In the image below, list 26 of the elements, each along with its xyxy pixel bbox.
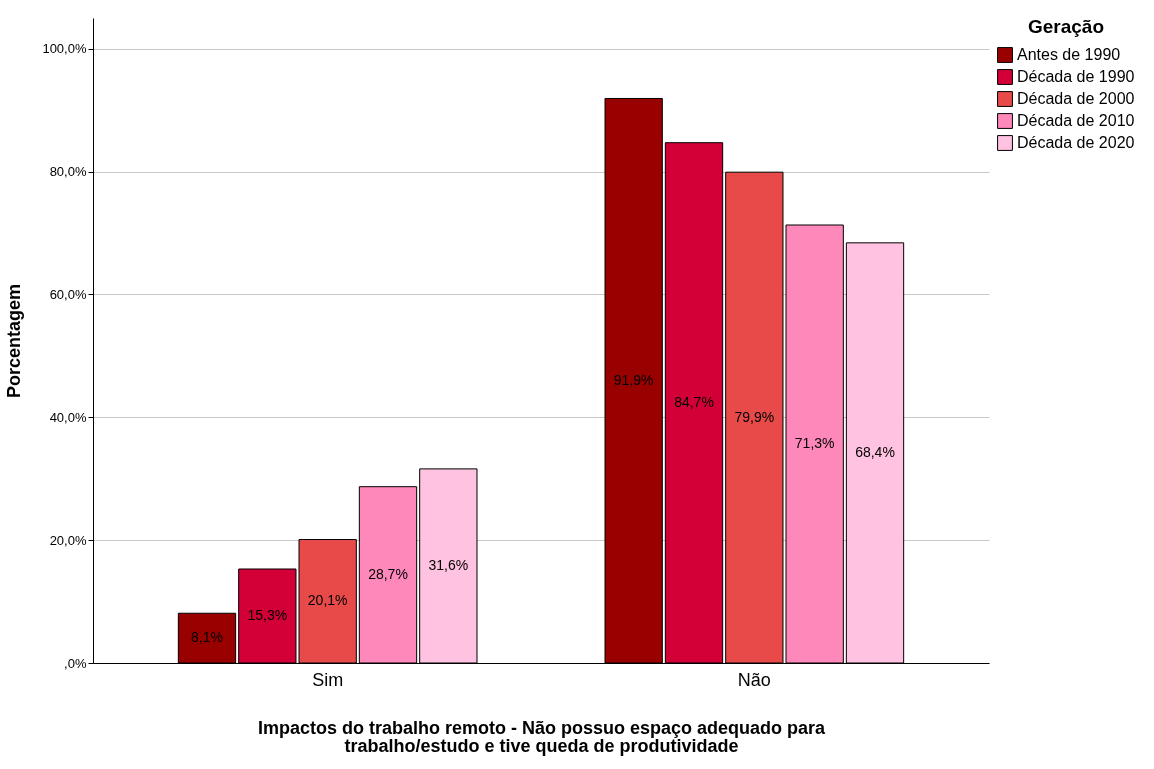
legend-title: Geração [1027,16,1105,37]
y-axis-title: Porcentagem [4,283,25,399]
x-tick-label: Sim [312,669,344,690]
data-label: 20,1% [307,592,348,609]
data-label: 71,3% [794,435,835,452]
y-tick-label: 80,0% [49,164,87,180]
legend-label: Década de 2020 [1017,134,1135,151]
data-label: 15,3% [247,607,288,624]
y-tick-label: ,0% [64,655,87,671]
legend-label: Década de 2010 [1017,112,1135,129]
data-label: 8,1% [191,629,223,646]
y-tick-label: 100,0% [42,41,87,57]
data-label: 68,4% [855,443,895,460]
data-label: 31,6% [428,556,469,573]
data-label: 79,9% [734,408,775,425]
legend-label: Década de 1990 [1017,68,1135,85]
data-label: 91,9% [613,371,654,388]
x-tick-label: Não [737,669,771,690]
legend-label: Antes de 1990 [1017,46,1121,63]
y-tick-label: 40,0% [49,409,87,425]
data-label: 84,7% [674,393,714,410]
y-tick-label: 60,0% [49,286,87,302]
x-axis-title: Impactos do trabalho remoto - Não possuo espaço adequado para trabalho/estudo e tive queda de produtividade [257,717,827,756]
data-label: 28,7% [368,565,408,582]
legend-label: Década de 2000 [1017,90,1135,107]
y-tick-label: 20,0% [49,532,87,548]
